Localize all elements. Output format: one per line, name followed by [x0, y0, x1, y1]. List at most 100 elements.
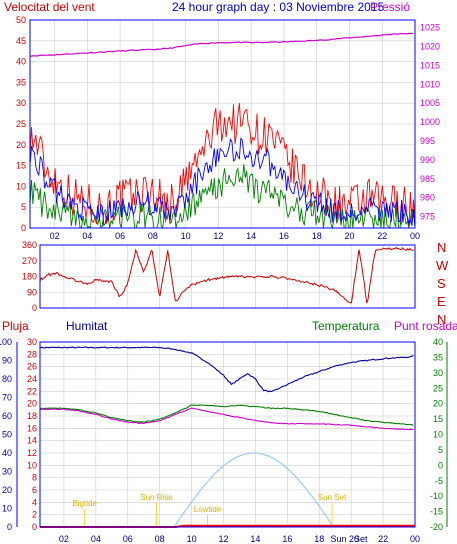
wind-y-tick: 45: [16, 36, 26, 46]
wind-x-tick: 08: [148, 231, 158, 241]
temperature-y-tick: -20: [430, 522, 443, 532]
compass-w: W: [436, 258, 449, 273]
wind-x-tick: 20: [344, 231, 354, 241]
climate-x-tick: 10: [187, 534, 197, 544]
humidity-label: Humitat: [66, 319, 108, 333]
compass-e: E: [437, 294, 446, 309]
temperature-y-tick: -15: [430, 507, 443, 517]
temperature-y-tick: 5: [438, 445, 443, 455]
rain-y-tick: 2: [32, 510, 37, 520]
humidity-y-tick: 70: [2, 393, 12, 403]
wind-panel: 0510152025303540455097598098599099510001…: [16, 15, 440, 241]
wind-y-tick: 5: [21, 202, 26, 212]
wind-y-tick: 50: [16, 15, 26, 25]
pressure-y-tick: 995: [420, 136, 435, 146]
rain-y-tick: 20: [27, 399, 37, 409]
pressure-y-tick: 1015: [420, 60, 440, 70]
climate-x-tick: 12: [219, 534, 229, 544]
climate-panel: 0246810121416182022242628300102030405060…: [0, 337, 448, 544]
climate-x-tick: 22: [378, 534, 388, 544]
climate-x-tick: 00: [410, 534, 420, 544]
direction-y-tick: 360: [22, 240, 37, 250]
temperature-y-tick: 40: [433, 337, 443, 347]
direction-panel: 0 90 180 270 360: [22, 240, 416, 313]
pressure-line: [29, 32, 414, 57]
humidity-y-tick: 0: [7, 522, 12, 532]
climate-x-tick: 02: [59, 534, 69, 544]
climate-x-tick: 04: [91, 534, 101, 544]
event-label: Bigtide: [72, 499, 97, 508]
wind-x-tick: 00: [410, 231, 420, 241]
humidity-y-tick: 100: [0, 337, 12, 347]
humidity-y-tick: 50: [2, 430, 12, 440]
humidity-y-tick: 40: [2, 448, 12, 458]
rain-y-tick: 28: [27, 349, 37, 359]
event-label: Sun Rise: [140, 493, 173, 502]
temperature-y-tick: -5: [435, 476, 443, 486]
compass-n-top: N: [437, 240, 446, 255]
climate-x-tick: 18: [314, 534, 324, 544]
temperature-y-tick: 20: [433, 399, 443, 409]
rain-y-tick: 0: [32, 522, 37, 532]
climate-x-tick: Set: [354, 534, 368, 544]
rain-y-tick: 12: [27, 448, 37, 458]
wind-y-tick: 40: [16, 57, 26, 67]
chart-title: 24 hour graph day : 03 Noviembre 2015: [172, 0, 384, 14]
humidity-y-tick: 20: [2, 485, 12, 495]
wind-x-tick: 10: [181, 231, 191, 241]
rain-y-tick: 18: [27, 411, 37, 421]
climate-series-line: [39, 404, 414, 426]
humidity-y-tick: 80: [2, 374, 12, 384]
event-label: Lowtide: [194, 505, 222, 514]
temperature-y-tick: 25: [433, 383, 443, 393]
wind-frame: [29, 19, 416, 229]
rain-y-tick: 8: [32, 473, 37, 483]
wind-y-tick: 0: [21, 223, 26, 233]
wind-speed-label: Velocitat del vent: [4, 0, 95, 14]
rain-y-tick: 10: [27, 460, 37, 470]
compass-n-bottom: N: [437, 312, 446, 327]
direction-y-tick: 90: [27, 287, 37, 297]
rain-y-tick: 30: [27, 337, 37, 347]
pressure-y-tick: 990: [420, 155, 435, 165]
wind-x-tick: 18: [312, 231, 322, 241]
rain-y-tick: 4: [32, 497, 37, 507]
wind-series-line: [29, 103, 416, 229]
direction-line: [39, 246, 415, 304]
temperature-y-tick: 35: [433, 352, 443, 362]
pressure-y-tick: 985: [420, 174, 435, 184]
wind-y-tick: 20: [16, 140, 26, 150]
direction-y-tick: 270: [22, 256, 37, 266]
pressure-y-tick: 980: [420, 193, 435, 203]
direction-frame: [39, 244, 416, 309]
wind-y-tick: 15: [16, 161, 26, 171]
rain-y-tick: 16: [27, 423, 37, 433]
wind-y-tick: 25: [16, 119, 26, 129]
sun-elevation-curve: [173, 452, 335, 528]
rain-y-tick: 14: [27, 436, 37, 446]
pressure-y-tick: 1025: [420, 23, 440, 33]
temperature-y-tick: -10: [430, 491, 443, 501]
wind-x-tick: 04: [82, 231, 92, 241]
rain-y-tick: 22: [27, 386, 37, 396]
pressure-y-tick: 975: [420, 212, 435, 222]
climate-x-tick: 06: [123, 534, 133, 544]
rain-y-tick: 26: [27, 362, 37, 372]
direction-y-tick: 0: [32, 303, 37, 313]
wind-x-tick: 16: [279, 231, 289, 241]
dewpoint-label: Punt rosada: [394, 319, 457, 333]
wind-x-tick: 02: [50, 231, 60, 241]
rain-y-tick: 6: [32, 485, 37, 495]
wind-x-tick: 14: [246, 231, 256, 241]
climate-frame: [39, 341, 416, 528]
climate-series-line: [39, 346, 414, 393]
pressure-y-tick: 1005: [420, 98, 440, 108]
climate-x-tick: 14: [250, 534, 260, 544]
pressure-y-tick: 1020: [420, 41, 440, 51]
temperature-y-tick: 15: [433, 414, 443, 424]
climate-x-tick: 08: [155, 534, 165, 544]
humidity-y-tick: 10: [2, 504, 12, 514]
rain-y-tick: 24: [27, 374, 37, 384]
wind-series-line: [29, 164, 416, 230]
